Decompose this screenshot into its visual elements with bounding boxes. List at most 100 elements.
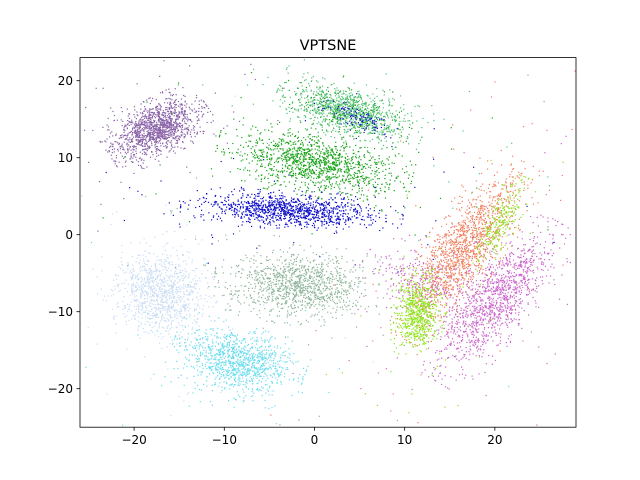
data-point xyxy=(290,141,292,143)
data-point xyxy=(113,151,115,153)
data-point xyxy=(340,99,342,101)
data-point xyxy=(360,147,362,149)
data-point xyxy=(270,205,272,207)
data-point xyxy=(369,159,371,161)
data-point xyxy=(363,154,365,156)
data-point xyxy=(258,149,260,151)
data-point xyxy=(321,216,323,218)
data-point xyxy=(316,123,318,125)
data-point xyxy=(377,137,379,139)
data-point xyxy=(163,138,165,140)
data-point xyxy=(250,135,252,137)
data-point xyxy=(332,114,335,116)
data-point xyxy=(292,213,294,215)
data-point xyxy=(267,201,269,203)
data-point xyxy=(149,108,151,110)
data-point xyxy=(365,120,367,122)
data-point xyxy=(397,175,399,177)
data-point xyxy=(292,111,294,113)
data-point xyxy=(174,110,176,112)
data-point xyxy=(317,139,319,141)
data-point xyxy=(431,105,433,107)
data-point xyxy=(366,176,368,178)
data-point xyxy=(297,99,300,101)
data-point xyxy=(135,124,137,126)
data-point xyxy=(325,106,327,108)
data-point xyxy=(315,201,317,204)
data-point xyxy=(359,109,361,111)
data-point xyxy=(377,183,379,186)
data-point xyxy=(346,176,348,178)
data-point xyxy=(358,182,360,184)
data-point xyxy=(168,121,170,123)
data-point xyxy=(248,210,250,213)
data-point xyxy=(401,213,403,215)
data-point xyxy=(152,97,154,100)
data-point xyxy=(124,156,126,158)
data-point xyxy=(297,210,299,212)
data-point xyxy=(184,202,186,204)
data-point xyxy=(411,164,413,166)
data-point xyxy=(133,155,135,157)
data-point xyxy=(371,157,373,159)
data-point xyxy=(137,144,139,146)
data-point xyxy=(148,122,150,124)
data-point xyxy=(374,103,377,105)
data-point xyxy=(323,118,325,120)
data-point xyxy=(299,105,301,107)
data-point xyxy=(313,208,316,210)
data-point xyxy=(326,129,328,131)
data-point xyxy=(338,123,340,125)
data-point xyxy=(245,202,247,204)
data-point xyxy=(135,131,137,133)
data-point xyxy=(143,149,145,151)
data-point xyxy=(259,189,261,191)
data-point xyxy=(356,91,359,93)
data-point xyxy=(390,206,392,208)
data-point xyxy=(348,169,350,171)
data-point xyxy=(152,122,154,124)
data-point xyxy=(340,169,342,171)
data-point xyxy=(375,130,377,132)
data-point xyxy=(392,91,394,93)
data-point xyxy=(311,80,313,82)
data-point xyxy=(359,129,361,131)
data-point xyxy=(283,214,285,216)
data-point xyxy=(295,159,297,162)
data-point xyxy=(314,96,316,98)
data-point xyxy=(166,122,168,124)
data-point xyxy=(400,95,402,97)
data-point xyxy=(159,104,161,106)
data-point xyxy=(287,135,289,137)
data-point xyxy=(324,119,326,121)
data-point xyxy=(175,142,177,144)
data-point xyxy=(306,217,308,219)
data-point xyxy=(354,116,356,118)
data-point xyxy=(365,118,367,120)
data-point xyxy=(388,172,390,174)
data-point xyxy=(404,114,406,116)
data-point xyxy=(408,174,410,176)
data-point xyxy=(359,212,361,214)
data-point xyxy=(319,155,321,157)
data-point xyxy=(111,149,114,151)
data-point xyxy=(196,133,198,135)
data-point xyxy=(250,128,252,130)
data-point xyxy=(287,79,290,82)
data-point xyxy=(169,107,171,109)
data-point xyxy=(139,157,141,159)
data-point xyxy=(322,172,324,174)
data-point xyxy=(330,211,332,213)
data-point xyxy=(269,195,272,197)
data-point xyxy=(328,182,331,184)
data-point xyxy=(254,154,256,156)
data-point xyxy=(315,109,317,111)
data-point xyxy=(314,206,316,208)
data-point xyxy=(137,123,139,125)
data-point xyxy=(183,110,185,112)
data-point xyxy=(303,155,305,157)
data-point xyxy=(285,155,287,157)
data-point xyxy=(233,188,235,190)
data-point xyxy=(294,168,297,170)
data-point xyxy=(186,116,188,118)
